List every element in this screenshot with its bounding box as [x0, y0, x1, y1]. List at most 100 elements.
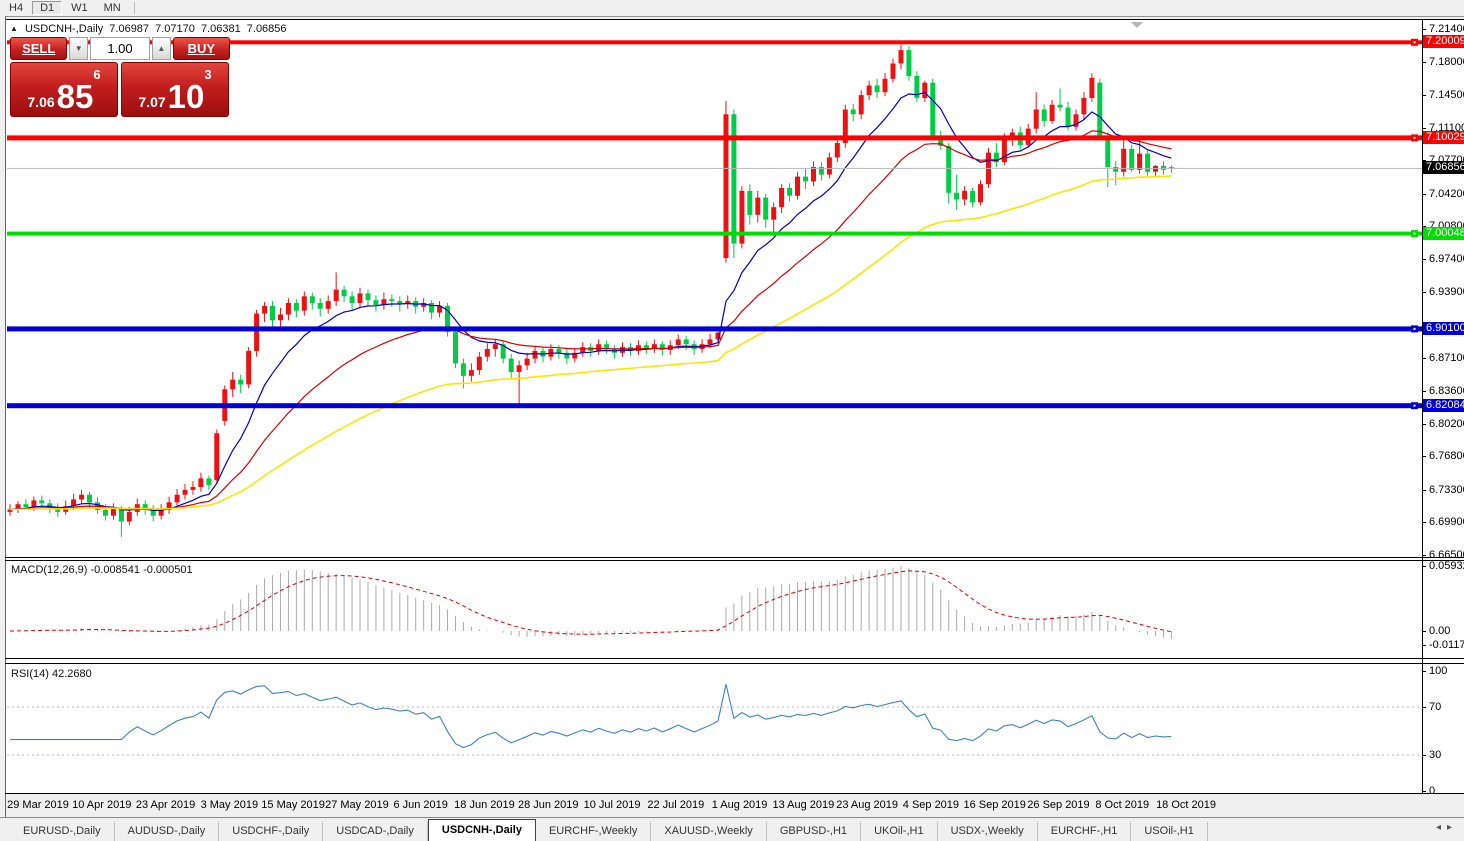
axis-tick	[1422, 61, 1426, 63]
tab-scroll-right-icon[interactable]: ▸	[1446, 822, 1458, 833]
date-label: 27 May 2019	[325, 799, 389, 811]
date-label: 4 Sep 2019	[902, 799, 960, 811]
pane-border	[5, 560, 1464, 561]
tab-scroll-arrows[interactable]: ◂▸	[1436, 822, 1458, 833]
volume-increase-button[interactable]: ▲	[152, 37, 171, 60]
tab-usdchf-daily[interactable]: USDCHF-,Daily	[219, 822, 324, 841]
level-price-badge: 6.82084	[1423, 398, 1464, 412]
tab-eurusd-daily[interactable]: EURUSD-,Daily	[10, 822, 115, 841]
ohlc-high: 7.07170	[155, 23, 195, 35]
axis-tick	[1422, 423, 1426, 425]
one-click-trading-panel: SELL ▼ ▲ BUY 7.06 85 6 7.07 10 3	[10, 37, 230, 117]
candles-layer	[7, 44, 1174, 537]
ohlc-low: 7.06381	[200, 23, 241, 35]
macd-indicator-canvas[interactable]	[7, 561, 1422, 658]
axis-tick	[1422, 391, 1426, 393]
tab-eurchf-h1[interactable]: EURCHF-,H1	[1038, 822, 1132, 841]
chevron-down-icon: ▼	[74, 44, 83, 53]
buy-price-big: 10	[167, 78, 205, 115]
timeframe-d1-button[interactable]: D1	[32, 1, 63, 15]
tab-usdx-weekly[interactable]: USDX-,Weekly	[938, 822, 1038, 841]
toolbar-separator	[133, 2, 135, 14]
date-label: 29 Mar 2019	[7, 799, 69, 811]
horizontal-level-line[interactable]	[7, 40, 1422, 45]
timeframe-h4-button[interactable]: H4	[9, 2, 24, 14]
chart-shift-marker[interactable]	[1131, 22, 1143, 28]
sell-price-tile[interactable]: 7.06 85 6	[10, 62, 118, 117]
pane-border	[5, 663, 1464, 664]
tab-eurchf-weekly[interactable]: EURCHF-,Weekly	[536, 822, 652, 841]
date-label: 10 Jul 2019	[583, 799, 641, 811]
macd-axis-label: 0.00	[1429, 625, 1451, 637]
macd-label: MACD(12,26,9) -0.008541 -0.000501	[11, 564, 193, 576]
date-label: 3 May 2019	[200, 799, 259, 811]
sell-button[interactable]: SELL	[10, 37, 68, 60]
axis-tick	[1422, 292, 1426, 294]
volume-decrease-button[interactable]: ▼	[69, 37, 88, 60]
rsi-line	[10, 684, 1172, 749]
tab-xauusd-weekly[interactable]: XAUUSD-,Weekly	[651, 822, 767, 841]
axis-tick	[1422, 193, 1426, 195]
date-label: 23 Apr 2019	[135, 799, 196, 811]
level-price-badge: 7.20009	[1423, 35, 1464, 49]
price-axis-label: 6.83600	[1429, 385, 1464, 398]
axis-tick	[1422, 95, 1426, 97]
axis-tick	[1422, 29, 1426, 30]
date-label: 8 Oct 2019	[1095, 799, 1150, 811]
buy-price-pip: 3	[204, 67, 212, 82]
date-label: 1 Aug 2019	[711, 799, 768, 811]
date-label: 22 Jul 2019	[647, 799, 705, 811]
symbol-label: USDCNH-,Daily	[24, 23, 104, 35]
tab-usdcnh-daily[interactable]: USDCNH-,Daily	[427, 819, 536, 841]
axis-tick	[1422, 671, 1426, 672]
axis-border	[1422, 20, 1423, 793]
pane-border	[5, 793, 1464, 794]
frame-left-border	[5, 16, 6, 817]
macd-axis-label: -0.011773	[1429, 639, 1464, 651]
horizontal-level-line[interactable]	[7, 403, 1422, 409]
axis-tick	[1422, 357, 1426, 359]
rsi-axis-label: 100	[1429, 665, 1448, 677]
horizontal-level-line[interactable]	[7, 231, 1422, 236]
tab-usdcad-daily[interactable]: USDCAD-,Daily	[323, 822, 428, 841]
chart-title: ▲ USDCNH-,Daily 7.06987 7.07170 7.06381 …	[10, 23, 290, 35]
sell-price-prefix: 7.06	[27, 94, 55, 110]
price-axis-label: 6.73300	[1429, 483, 1464, 496]
axis-tick	[1422, 258, 1426, 260]
timeframe-mn-button[interactable]: MN	[103, 2, 121, 14]
horizontal-level-line[interactable]	[7, 326, 1422, 332]
buy-button[interactable]: BUY	[172, 37, 230, 60]
price-axis-label: 7.11100	[1429, 121, 1464, 134]
timeframe-bar: H4 D1 W1 MN	[2, 1, 130, 15]
level-price-badge: 7.00048	[1423, 226, 1464, 240]
date-label: 16 Sep 2019	[963, 799, 1026, 811]
rsi-axis-label: 30	[1429, 749, 1442, 761]
date-label: 15 May 2019	[261, 799, 325, 811]
volume-input[interactable]	[90, 37, 150, 60]
price-axis-label: 6.93900	[1429, 286, 1464, 299]
date-label: 13 Aug 2019	[772, 799, 835, 811]
horizontal-level-line[interactable]	[7, 135, 1422, 141]
axis-tick	[1422, 707, 1426, 708]
frame-line	[5, 16, 1464, 17]
price-axis-label: 6.66500	[1429, 549, 1464, 561]
date-label: 26 Sep 2019	[1027, 799, 1090, 811]
date-label: 23 Aug 2019	[836, 799, 899, 811]
timeframe-toolbar: H4 D1 W1 MN	[0, 0, 1464, 16]
tab-usoil-h1[interactable]: USOil-,H1	[1131, 822, 1208, 841]
price-chart-canvas[interactable]	[7, 20, 1422, 557]
pane-border	[5, 19, 1464, 20]
tab-ukoil-h1[interactable]: UKOil-,H1	[861, 822, 938, 841]
axis-tick	[1422, 791, 1426, 792]
rsi-indicator-canvas[interactable]	[7, 664, 1422, 793]
timeframe-w1-button[interactable]: W1	[71, 2, 88, 14]
macd-name: MACD(12,26,9)	[11, 564, 88, 576]
rsi-value: 42.2680	[51, 668, 92, 680]
tab-gbpusd-h1[interactable]: GBPUSD-,H1	[767, 822, 862, 841]
collapse-triangle-icon[interactable]: ▲	[10, 24, 18, 33]
axis-tick	[1422, 555, 1426, 556]
buy-price-tile[interactable]: 7.07 10 3	[121, 62, 229, 117]
tab-scroll-left-icon[interactable]: ◂	[1435, 822, 1447, 833]
tab-audusd-daily[interactable]: AUDUSD-,Daily	[115, 822, 220, 841]
